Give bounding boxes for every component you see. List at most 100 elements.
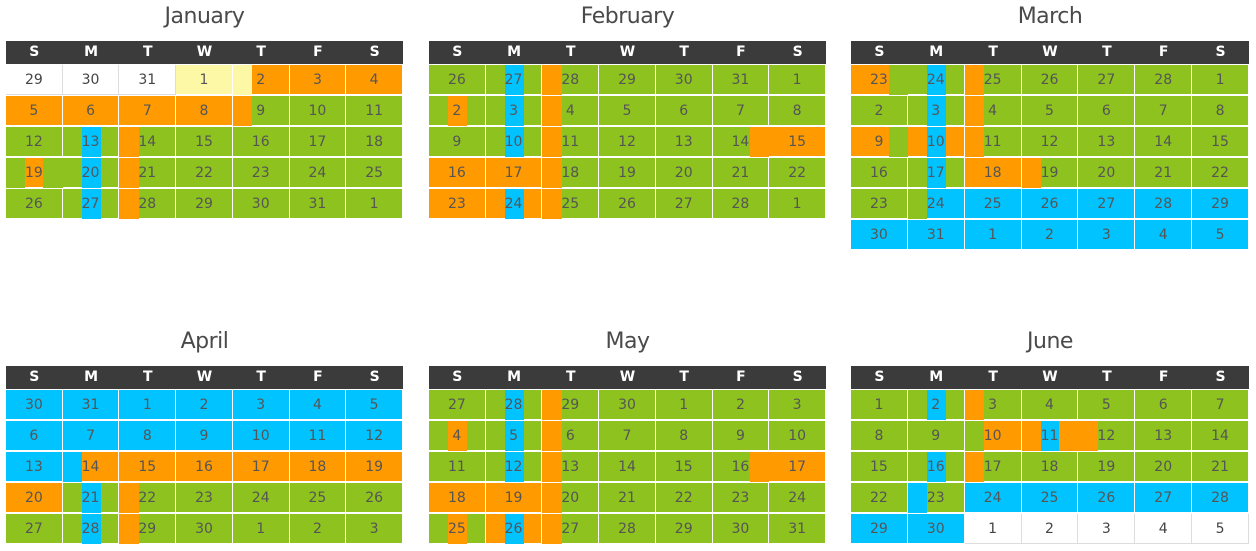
day-cell[interactable]: 7 [62, 421, 120, 451]
day-cell[interactable]: 16 [429, 158, 486, 188]
day-cell[interactable]: 24 [907, 189, 965, 219]
day-cell[interactable]: 28 [712, 189, 770, 219]
day-cell[interactable]: 9 [907, 421, 965, 451]
day-cell[interactable]: 21 [1192, 452, 1249, 482]
day-cell[interactable]: 12 [599, 127, 656, 157]
day-cell[interactable]: 5 [6, 96, 63, 126]
day-cell[interactable]: 25 [964, 65, 1022, 95]
day-cell[interactable]: 18 [1021, 452, 1079, 482]
day-cell[interactable]: 18 [964, 158, 1022, 188]
day-cell[interactable]: 14 [1192, 421, 1249, 451]
day-cell[interactable]: 10 [232, 421, 290, 451]
day-cell[interactable]: 24 [907, 65, 965, 95]
day-cell[interactable]: 19 [1021, 158, 1079, 188]
day-cell[interactable]: 14 [62, 452, 120, 482]
day-cell[interactable]: 26 [6, 189, 63, 219]
day-cell[interactable]: 30 [176, 514, 233, 544]
day-cell[interactable]: 20 [1078, 158, 1136, 188]
day-cell[interactable]: 21 [62, 483, 120, 513]
day-cell[interactable]: 28 [119, 189, 177, 219]
day-cell[interactable]: 18 [542, 158, 600, 188]
day-cell[interactable]: 13 [1078, 127, 1136, 157]
day-cell[interactable]: 14 [1135, 127, 1193, 157]
day-cell[interactable]: 15 [119, 452, 177, 482]
day-cell[interactable]: 31 [289, 189, 347, 219]
day-cell[interactable]: 24 [964, 483, 1022, 513]
day-cell[interactable]: 5 [346, 390, 403, 420]
day-cell[interactable]: 6 [62, 96, 120, 126]
day-cell[interactable]: 2 [712, 390, 770, 420]
day-cell[interactable]: 23 [176, 483, 233, 513]
day-cell[interactable]: 1 [232, 514, 290, 544]
day-cell[interactable]: 5 [599, 96, 656, 126]
day-cell[interactable]: 8 [176, 96, 233, 126]
day-cell[interactable]: 28 [542, 65, 600, 95]
day-cell[interactable]: 5 [1021, 96, 1079, 126]
day-cell[interactable]: 20 [6, 483, 63, 513]
day-cell[interactable]: 22 [176, 158, 233, 188]
day-cell[interactable]: 15 [176, 127, 233, 157]
day-cell[interactable]: 31 [907, 220, 965, 250]
day-cell[interactable]: 27 [429, 390, 486, 420]
day-cell[interactable]: 1 [769, 65, 826, 95]
day-cell[interactable]: 10 [907, 127, 965, 157]
day-cell[interactable]: 3 [346, 514, 403, 544]
day-cell[interactable]: 8 [851, 421, 908, 451]
day-cell[interactable]: 20 [1135, 452, 1193, 482]
day-cell[interactable]: 10 [964, 421, 1022, 451]
day-cell[interactable]: 30 [851, 220, 908, 250]
day-cell[interactable]: 20 [542, 483, 600, 513]
day-cell[interactable]: 16 [232, 127, 290, 157]
day-cell[interactable]: 3 [769, 390, 826, 420]
day-cell[interactable]: 4 [542, 96, 600, 126]
day-cell[interactable]: 30 [62, 65, 120, 95]
day-cell[interactable]: 2 [232, 65, 290, 95]
day-cell[interactable]: 24 [232, 483, 290, 513]
day-cell[interactable]: 9 [712, 421, 770, 451]
day-cell[interactable]: 17 [485, 158, 543, 188]
day-cell[interactable]: 12 [485, 452, 543, 482]
day-cell[interactable]: 27 [655, 189, 713, 219]
day-cell[interactable]: 7 [119, 96, 177, 126]
day-cell[interactable]: 31 [62, 390, 120, 420]
day-cell[interactable]: 13 [6, 452, 63, 482]
day-cell[interactable]: 23 [851, 189, 908, 219]
day-cell[interactable]: 6 [542, 421, 600, 451]
day-cell[interactable]: 23 [429, 189, 486, 219]
day-cell[interactable]: 29 [176, 189, 233, 219]
day-cell[interactable]: 17 [964, 452, 1022, 482]
day-cell[interactable]: 30 [6, 390, 63, 420]
day-cell[interactable]: 18 [429, 483, 486, 513]
day-cell[interactable]: 22 [1192, 158, 1249, 188]
day-cell[interactable]: 1 [1192, 65, 1249, 95]
day-cell[interactable]: 1 [346, 189, 403, 219]
day-cell[interactable]: 19 [1078, 452, 1136, 482]
day-cell[interactable]: 20 [62, 158, 120, 188]
day-cell[interactable]: 25 [289, 483, 347, 513]
day-cell[interactable]: 30 [655, 65, 713, 95]
day-cell[interactable]: 14 [119, 127, 177, 157]
day-cell[interactable]: 4 [1021, 390, 1079, 420]
day-cell[interactable]: 2 [1021, 220, 1079, 250]
day-cell[interactable]: 18 [289, 452, 347, 482]
day-cell[interactable]: 12 [1021, 127, 1079, 157]
day-cell[interactable]: 1 [964, 514, 1022, 544]
day-cell[interactable]: 2 [289, 514, 347, 544]
day-cell[interactable]: 8 [769, 96, 826, 126]
day-cell[interactable]: 30 [712, 514, 770, 544]
day-cell[interactable]: 3 [907, 96, 965, 126]
day-cell[interactable]: 25 [964, 189, 1022, 219]
day-cell[interactable]: 12 [1078, 421, 1136, 451]
day-cell[interactable]: 24 [289, 158, 347, 188]
day-cell[interactable]: 15 [1192, 127, 1249, 157]
day-cell[interactable]: 9 [429, 127, 486, 157]
day-cell[interactable]: 5 [1192, 514, 1249, 544]
day-cell[interactable]: 9 [851, 127, 908, 157]
day-cell[interactable]: 17 [232, 452, 290, 482]
day-cell[interactable]: 16 [907, 452, 965, 482]
day-cell[interactable]: 21 [599, 483, 656, 513]
day-cell[interactable]: 27 [1078, 189, 1136, 219]
day-cell[interactable]: 29 [599, 65, 656, 95]
day-cell[interactable]: 9 [176, 421, 233, 451]
day-cell[interactable]: 26 [599, 189, 656, 219]
